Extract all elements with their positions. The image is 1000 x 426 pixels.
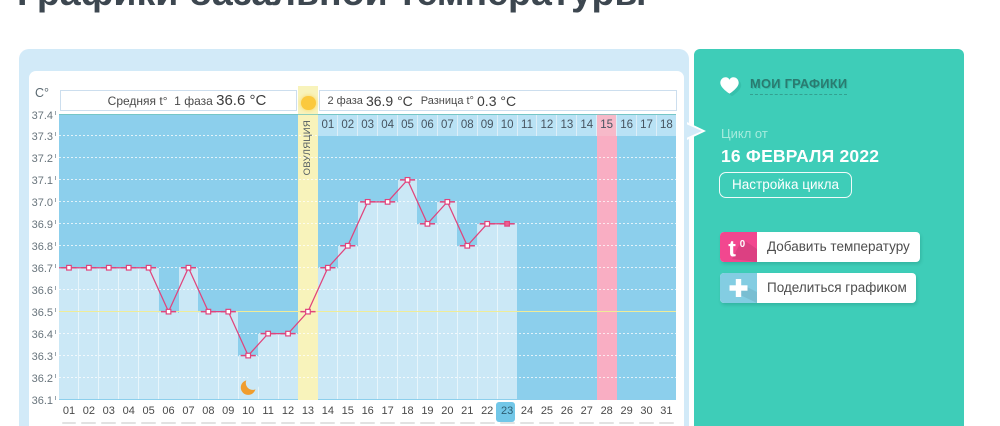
svg-text:0: 0: [740, 239, 745, 250]
svg-text:t: t: [728, 236, 736, 262]
